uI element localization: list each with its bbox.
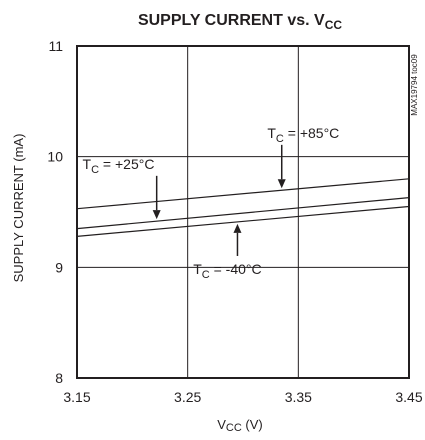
chart-title-main: SUPPLY CURRENT vs. V xyxy=(138,12,325,29)
x-axis-label-sub: CC xyxy=(226,422,242,434)
x-tick-label: 3.45 xyxy=(395,389,422,405)
y-tick-label: 9 xyxy=(55,259,63,275)
annotation-label-value: = -40°C xyxy=(210,261,262,277)
series-line-1 xyxy=(76,197,410,230)
plot-frame xyxy=(76,45,410,379)
annotation-label-sub: C xyxy=(276,133,284,145)
annotation-label-t: T xyxy=(267,125,276,141)
annotation-label-0: TC = +85°C xyxy=(267,125,339,145)
chart-title: SUPPLY CURRENT vs. VCC xyxy=(138,12,342,32)
y-tick-label: 10 xyxy=(47,149,63,165)
annotation-1: TC = +25°C xyxy=(83,156,161,220)
annotation-arrowhead-0 xyxy=(277,179,286,189)
y-tick-label: 11 xyxy=(48,38,63,54)
annotation-arrowhead-2 xyxy=(233,223,242,233)
grid xyxy=(77,46,409,378)
annotation-0: TC = +85°C xyxy=(267,125,339,189)
x-tick-label: 3.25 xyxy=(174,389,201,405)
series-line-2 xyxy=(76,205,410,237)
annotation-label-value: = +85°C xyxy=(284,125,339,141)
x-axis-label: VCC (V) xyxy=(217,417,263,434)
y-axis-label: SUPPLY CURRENT (mA) xyxy=(11,134,26,283)
series-layer xyxy=(76,178,410,237)
annotation-2: TC = -40°C xyxy=(193,223,262,281)
x-tick-label: 3.35 xyxy=(285,389,312,405)
annotations: TC = +85°CTC = +25°CTC = -40°C xyxy=(83,125,340,281)
y-tick-label: 8 xyxy=(55,370,63,386)
tick-labels: 3.15 3.25 3.35 3.45 8 9 10 11 xyxy=(47,38,422,405)
annotation-label-1: TC = +25°C xyxy=(83,156,155,176)
annotation-arrowhead-1 xyxy=(152,210,161,220)
annotation-label-sub: C xyxy=(91,164,99,176)
x-axis-label-unit: (V) xyxy=(242,417,263,432)
annotation-label-2: TC = -40°C xyxy=(193,261,261,281)
annotation-label-sub: C xyxy=(202,269,210,281)
chart-title-sub: CC xyxy=(325,18,343,32)
x-tick-label: 3.15 xyxy=(63,389,90,405)
annotation-label-value: = +25°C xyxy=(99,156,154,172)
figure-id: MAX19794 toc09 xyxy=(410,54,419,116)
annotation-label-t: T xyxy=(83,156,92,172)
series-line-0 xyxy=(76,178,410,210)
annotation-label-t: T xyxy=(193,261,202,277)
x-axis-label-main: V xyxy=(217,417,226,432)
